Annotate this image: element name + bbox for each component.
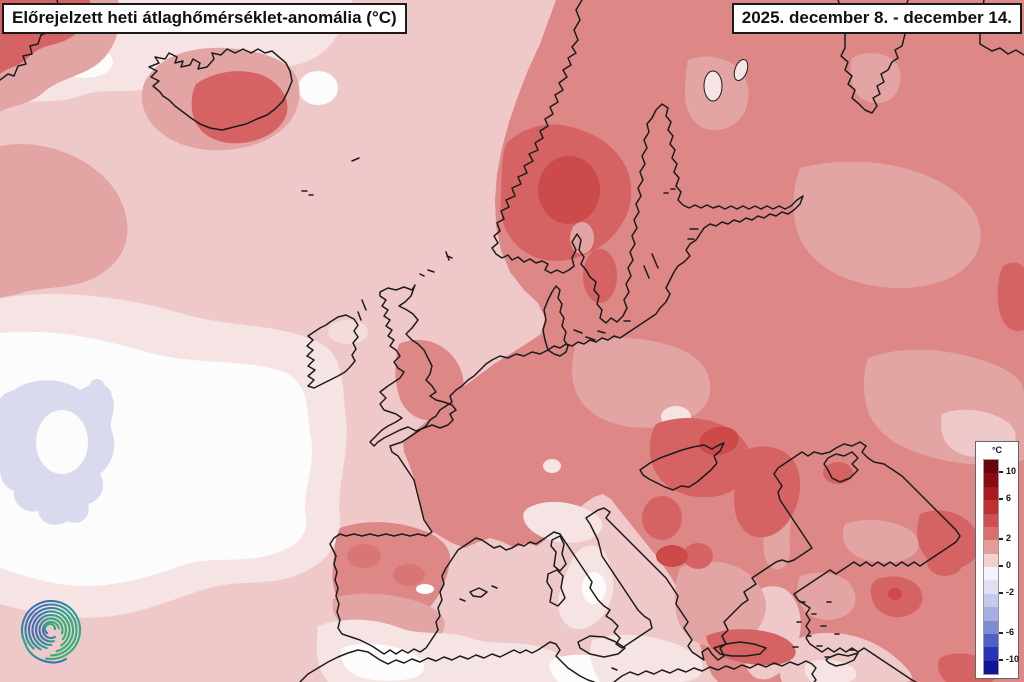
legend-tickmark [999,631,1003,634]
legend-color-band [984,500,998,514]
legend-tickmark [999,498,1003,501]
spiral-arcs [20,599,82,664]
legend-color-band [984,540,998,554]
fill-iceland-core [191,71,288,144]
blacksea-turkey-coastline [773,441,961,682]
legend-tick-label: 0 [1006,560,1012,570]
fill-greece [674,561,766,648]
legend-tickmark [999,471,1003,474]
italy-adriatic-coastline [559,507,681,649]
fill-alps-light [523,501,603,543]
balearics-coastline [459,585,498,602]
fill-caucasus-spot [917,510,979,569]
lake-onega [733,58,749,82]
legend-ticks: 10 6 2 0 -2 -6 -10 [999,459,1019,673]
legend-tick-label: 2 [1006,533,1012,544]
fill-england-red [395,339,464,421]
west-europe-coastline [329,349,561,655]
legend-color-band [984,647,998,661]
sardinia-coastline [546,569,566,607]
fill-balkan-core-2 [734,446,801,538]
legend-tickmark [999,658,1003,661]
legend-tick-label: -6 [1006,626,1015,637]
fill-crete-spot [706,629,796,666]
north-africa-coastline [299,641,817,682]
legend-color-band [984,567,998,581]
denmark-coastline [542,285,606,357]
uk-coastline [369,284,457,447]
legend-color-band [984,553,998,567]
fill-right-edge-spot [997,262,1024,332]
legend-tickmark [999,565,1003,567]
legend-color-band [984,633,998,648]
legend-tickmark [999,591,1003,594]
sicily-coastline [577,635,626,671]
date-range: 2025. december 8. - december 14. [731,3,1022,34]
scandinavia-baltic-coastline [491,0,804,351]
lake-ladoga [703,70,723,102]
fill-kattegat-spot [583,249,617,303]
ireland-coastline [306,314,359,389]
fill-nw-russia-lighter [793,161,981,289]
legend-color-band [984,473,998,487]
crete-coastline [713,641,767,657]
legend-color-band [984,460,998,474]
fill-poland-lighter [572,337,711,428]
legend-tick-label: -10 [1006,653,1020,664]
fill-atlantic-band [0,143,128,298]
hungary-border [639,442,725,491]
aegean-islands [792,601,856,658]
legend-color-band [984,486,998,501]
legend-tickmark [999,538,1003,541]
legend-color-band [984,593,998,608]
greece-coastline [679,559,795,661]
spiral-logo-icon [20,599,82,664]
map-title: Előrejelzett heti átlaghőmérséklet-anomá… [2,3,407,34]
legend-tick-label: 6 [1006,493,1012,504]
legend-color-band [984,620,998,634]
fill-marmara [797,572,856,620]
legend-color-band [984,526,998,541]
baltic-islands [623,188,699,322]
fill-blacksea-center [842,519,919,563]
fill-norway-inner-core [538,156,600,224]
legend-color-band [984,513,998,527]
legend-color-band [984,660,998,674]
cyprus-coastline [825,652,859,667]
legend-tick-label: 10 [1006,466,1017,477]
legend-colorbar [983,459,999,675]
fill-italy-light [578,502,670,643]
iceland-coastline [148,48,293,131]
legend-color-band [984,580,998,594]
fill-whitesea-inner [850,53,901,104]
legend-color-band [984,607,998,621]
small-islands [301,157,453,321]
legend-panel: °C 10 6 2 0 -2 -6 -10 [975,441,1019,679]
fill-crimea-spot [823,462,853,484]
corsica-coastline [550,535,567,572]
whitesea-coastline [837,0,909,114]
fill-turkey-coast-strip [804,659,857,682]
crimea-coastline [823,451,859,483]
legend-unit-label: °C [991,445,1003,455]
legend-tick-label: -2 [1006,586,1015,597]
